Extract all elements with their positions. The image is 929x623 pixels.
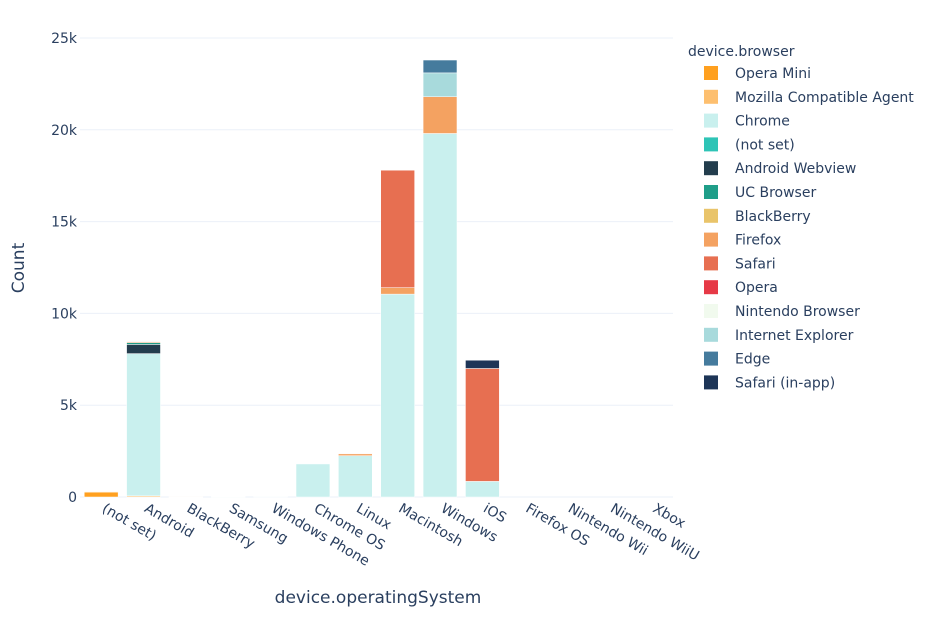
- y-tick-label: 0: [68, 490, 77, 506]
- legend-label: Opera: [735, 280, 778, 296]
- legend-label: Opera Mini: [735, 66, 811, 82]
- y-tick-label: 10k: [51, 306, 78, 322]
- bar-segment: [380, 293, 415, 498]
- legend-title: device.browser: [688, 44, 795, 60]
- bar-segment: [338, 455, 373, 498]
- legend-swatch: [704, 351, 718, 366]
- legend-label: Android Webview: [735, 161, 856, 177]
- x-axis-title: device.operatingSystem: [275, 588, 482, 608]
- bar-segment: [126, 344, 161, 354]
- bar-segment: [83, 491, 119, 493]
- legend-label: BlackBerry: [735, 209, 811, 225]
- bar-segment: [422, 96, 458, 134]
- bar-segment: [380, 169, 415, 288]
- legend-swatch: [704, 280, 718, 295]
- legend: device.browser Opera Mini Mozilla Compati…: [688, 44, 914, 391]
- bar-segment: [211, 496, 246, 498]
- legend-swatch: [704, 375, 718, 390]
- bar-segment: [465, 359, 500, 369]
- legend-swatch: [704, 89, 718, 104]
- bar-segment: [126, 342, 161, 345]
- y-tick-label: 15k: [51, 215, 78, 231]
- legend-swatch: [704, 66, 718, 80]
- legend-label: Firefox: [735, 233, 781, 249]
- y-axis-title: Count: [9, 242, 29, 293]
- legend-label: Chrome: [735, 114, 790, 130]
- legend-label: Safari (in-app): [735, 375, 835, 391]
- legend-swatch: [704, 327, 718, 342]
- bar-segment: [422, 59, 458, 74]
- legend-label: Nintendo Browser: [735, 304, 860, 320]
- legend-swatch: [704, 137, 718, 152]
- bar-segment: [126, 341, 161, 343]
- bar-segment: [422, 72, 458, 98]
- y-tick-label: 20k: [51, 123, 78, 139]
- bar-segment: [338, 453, 373, 456]
- bar-segment: [465, 368, 500, 482]
- y-tick-label: 5k: [60, 398, 78, 414]
- legend-label: UC Browser: [735, 185, 816, 201]
- legend-swatch: [704, 208, 718, 223]
- bar-segment: [380, 287, 415, 295]
- legend-swatch: [704, 113, 718, 128]
- legend-label: Safari: [735, 256, 776, 272]
- y-tick-label: 25k: [51, 31, 78, 47]
- bars: [83, 59, 500, 498]
- bar-segment: [253, 496, 288, 498]
- legend-label: Internet Explorer: [735, 328, 854, 344]
- legend-label: (not set): [735, 137, 795, 153]
- legend-swatch: [704, 185, 718, 199]
- bar-segment: [295, 463, 331, 498]
- y-tick-labels: 0 5k 10k 15k 20k 25k: [51, 31, 78, 506]
- legend-label: Edge: [735, 352, 770, 368]
- bar-segment: [83, 491, 119, 498]
- bar-segment: [465, 481, 500, 498]
- bar-segment: [126, 353, 161, 497]
- legend-swatch: [704, 256, 718, 271]
- bar-segment: [168, 496, 204, 498]
- x-tick-labels: (not set)AndroidBlackBerrySamsungWindows…: [99, 501, 702, 570]
- bar-segment: [422, 133, 458, 498]
- legend-items: Opera Mini Mozilla Compatible Agent Chrome…: [704, 66, 914, 391]
- legend-label: Mozilla Compatible Agent: [735, 90, 914, 106]
- legend-swatch: [704, 304, 718, 318]
- legend-swatch: [704, 161, 718, 176]
- grid-lines: [80, 37, 673, 498]
- legend-swatch: [704, 232, 718, 247]
